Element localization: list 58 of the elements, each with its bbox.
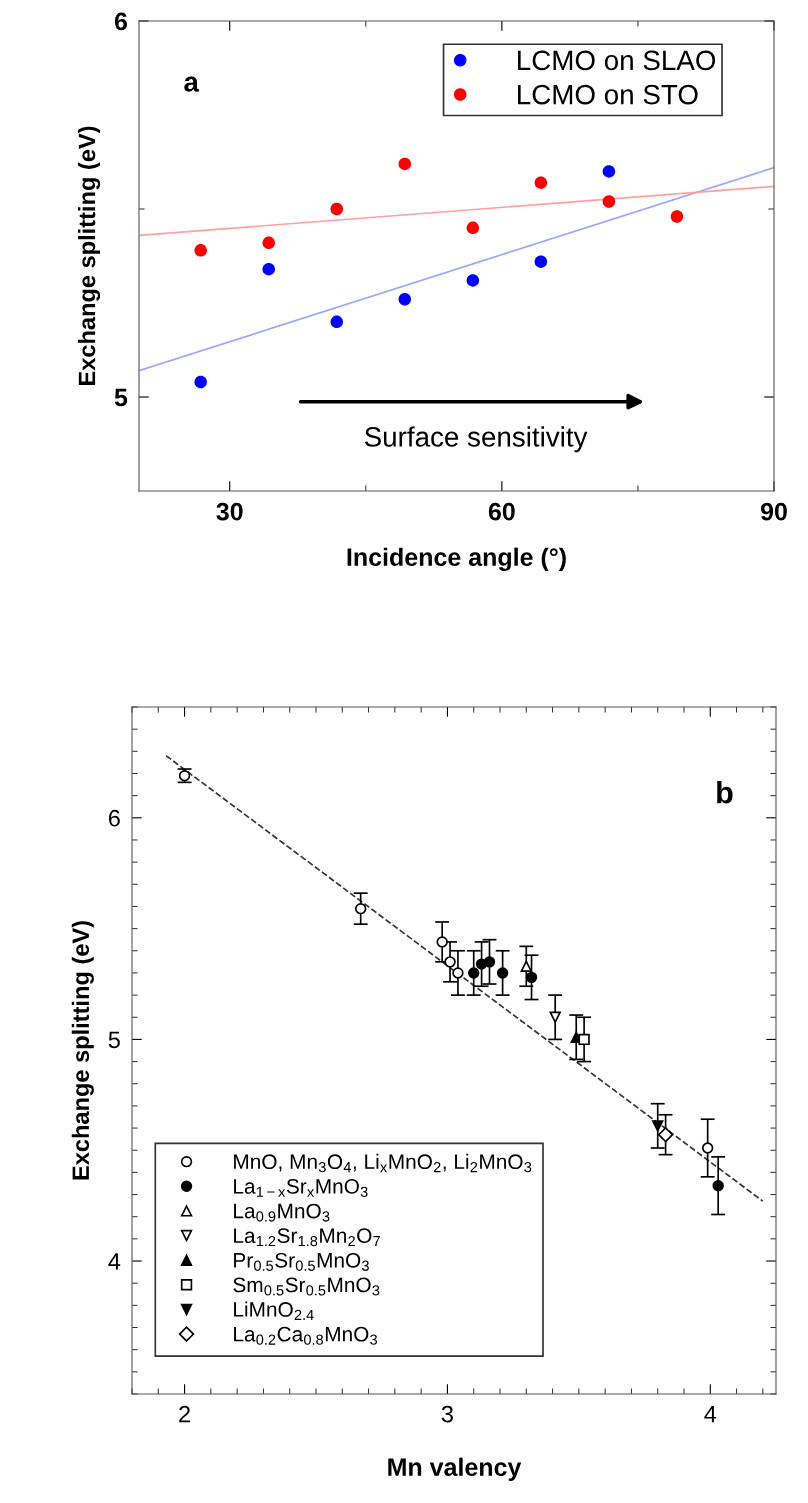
legend-label: La$_{1.2}$Sr$_{1.8}$Mn$_{2}$O$_{7}$ (234, 1228, 380, 1247)
legend-label: La$_{1−x}$Sr$_{x}$MnO$_{3}$ (234, 1179, 368, 1197)
point (452, 967, 464, 979)
point (578, 1033, 590, 1046)
point (466, 221, 480, 235)
point (262, 236, 275, 250)
point (525, 971, 538, 984)
x-axis-title: Mn valency (388, 1457, 522, 1481)
annotation: b (717, 781, 733, 804)
point (534, 176, 548, 189)
point (354, 902, 367, 915)
x-tick-label: 2 (179, 1405, 190, 1423)
point (436, 936, 448, 948)
legend-label: La$_{0.9}$MnO$_{3}$ (234, 1203, 330, 1222)
x-tick-label: 30 (216, 502, 243, 521)
point (496, 967, 509, 979)
point (652, 1120, 664, 1132)
legend-label: Sm$_{0.5}$Sr$_{0.5}$MnO$_{3}$ (233, 1277, 380, 1296)
y-tick-label: 6 (108, 809, 120, 827)
y-tick-label: 5 (108, 1031, 120, 1049)
point (194, 375, 207, 389)
point (398, 292, 412, 306)
point (670, 210, 684, 223)
x-axis-title: Incidence angle (°) (347, 547, 566, 572)
point (194, 244, 207, 257)
y-axis-title: Exchange splitting (eV) (77, 126, 101, 385)
annotation: Surface sensitivity (364, 426, 588, 453)
x-tick-label: 60 (488, 502, 515, 521)
point (468, 967, 480, 979)
point (330, 315, 344, 329)
point (701, 1142, 714, 1154)
point (712, 1179, 724, 1192)
legend-label: LCMO on STO (518, 84, 698, 105)
y-tick-label: 4 (108, 1253, 121, 1270)
legend-label: LCMO on SLAO (518, 50, 716, 71)
point (657, 1127, 674, 1143)
x-tick-label: 90 (760, 502, 787, 521)
point (534, 255, 548, 268)
annotation: a (184, 76, 200, 92)
y-tick-label: 6 (114, 12, 127, 31)
legend-label: Pr$_{0.5}$Sr$_{0.5}$MnO$_{3}$ (234, 1252, 369, 1271)
point (262, 262, 275, 276)
point (444, 956, 456, 968)
point (466, 274, 480, 287)
x-tick-label: 4 (704, 1405, 717, 1423)
point (602, 195, 616, 208)
point (483, 956, 496, 968)
point (398, 157, 412, 171)
point (549, 1011, 561, 1023)
y-axis-title: Exchange splitting (eV) (71, 921, 94, 1180)
point (330, 202, 344, 216)
legend-label: La$_{0.2}$Ca$_{0.8}$MnO$_{3}$ (234, 1326, 378, 1345)
point (520, 960, 532, 972)
text: MnO, Mn$_{3}$O$_{4}$, Li$_{x}$MnO$_{2}$, Li$_{2}$MnO$_{3}$ (234, 1153, 532, 1173)
x-tick-label: 3 (441, 1405, 453, 1423)
point (602, 165, 616, 178)
y-tick-label: 5 (114, 388, 128, 407)
legend-label: LiMnO$_{2.4}$ (234, 1301, 314, 1320)
